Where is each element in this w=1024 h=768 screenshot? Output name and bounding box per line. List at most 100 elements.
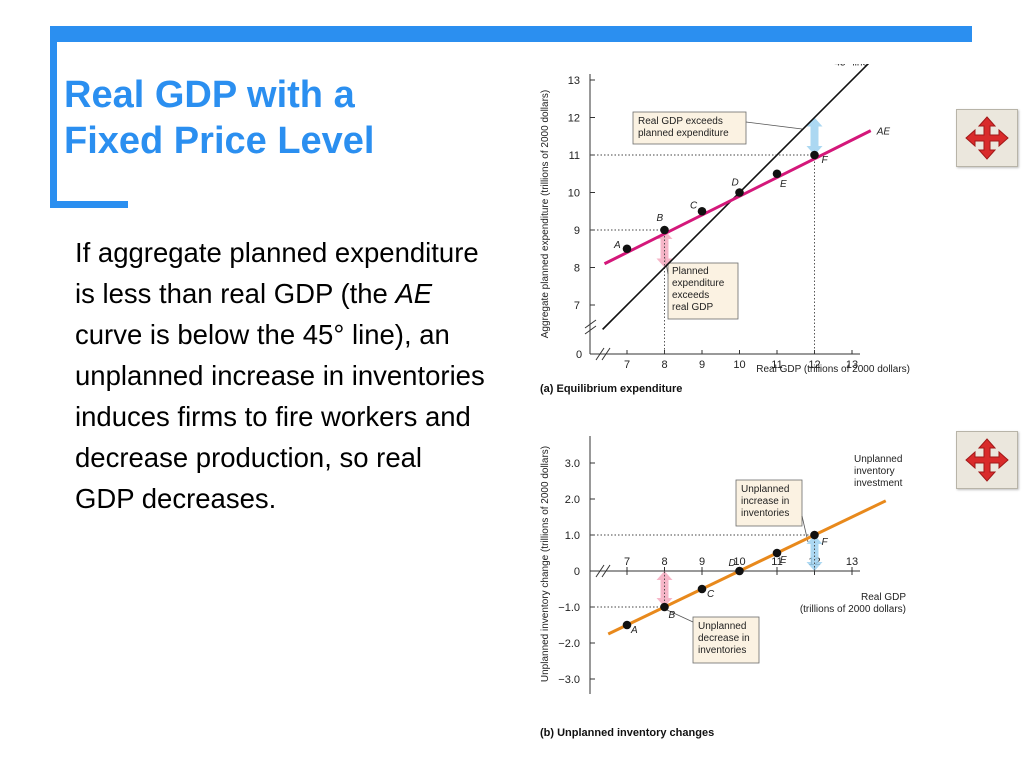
- chart-b-x-axis-break: [601, 564, 611, 578]
- chart-a-x-axis-break: [595, 347, 605, 361]
- chart-b-x-tick-label: 11: [771, 556, 782, 568]
- chart-a-x-tick-label: 9: [699, 359, 705, 371]
- slide-title-line-1: Real GDP with a: [64, 74, 355, 116]
- chart-b-x-axis-label: (trillions of 2000 dollars): [800, 604, 906, 615]
- chart-b-point-e: [772, 548, 782, 558]
- chart-a-x-tick-label: 7: [624, 359, 630, 371]
- chart-a-y-tick-label: 11: [569, 150, 580, 162]
- chart-a-45-degree-label: 45° line: [835, 64, 869, 69]
- chart-a-point-label: F: [822, 155, 829, 166]
- chart-b-note-bottom-text: decrease in: [698, 633, 750, 644]
- chart-a-point-label: A: [613, 240, 621, 251]
- chart-a-note-bottom-text: real GDP: [672, 302, 713, 313]
- chart-a-origin-label: 0: [576, 349, 582, 361]
- chart-a-gap-arrow-left: [656, 230, 673, 268]
- chart-a-y-axis-break: [584, 319, 597, 329]
- chart-b-note-bottom-leader: [666, 609, 694, 623]
- chart-a-ae-line: [603, 129, 872, 266]
- four-way-move-icon: [965, 116, 1009, 160]
- chart-a-y-axis-break: [584, 325, 597, 335]
- chart-b-y-tick-label: −2.0: [558, 638, 580, 650]
- chart-b-x-tick-label: 10: [733, 556, 745, 568]
- chart-a-caption: (a) Equilibrium expenditure: [540, 383, 682, 395]
- chart-b-point-b: [660, 602, 669, 612]
- chart-a-y-tick-label: 9: [574, 225, 580, 237]
- chart-b-point-d: [735, 566, 744, 576]
- chart-b-point-f: [810, 530, 819, 540]
- chart-b-y-tick-label: −3.0: [558, 674, 580, 686]
- chart-b-note-bottom-text: Unplanned: [698, 621, 746, 632]
- chart-a-note-top-box: [632, 111, 747, 145]
- chart-b-point-label: A: [630, 625, 638, 636]
- chart-a-point-b: [660, 225, 669, 235]
- chart-a-point-a: [622, 244, 632, 254]
- chart-a-note-bottom-text: expenditure: [672, 278, 725, 289]
- chart-b-note-bottom-box: [692, 616, 760, 664]
- chart-a-y-tick-label: 12: [568, 113, 580, 125]
- chart-b-x-tick-label: 13: [846, 556, 858, 568]
- chart-b-note-bottom-text: inventories: [698, 645, 746, 656]
- body-text-part-1: If aggregate planned expenditure is less…: [75, 237, 479, 309]
- chart-a-ae-label: AE: [876, 127, 891, 138]
- chart-b-note-top-text: increase in: [741, 496, 789, 507]
- chart-b-x-tick-label: 9: [699, 556, 705, 568]
- chart-b-x-tick-label: 8: [661, 556, 667, 568]
- chart-b-note-top-text: inventories: [741, 508, 789, 519]
- chart-b-point-label: C: [707, 589, 715, 600]
- chart-b-series-label: investment: [854, 478, 903, 489]
- chart-a-note-bottom-text: exceeds: [672, 290, 709, 301]
- slide-title-line-2: Fixed Price Level: [64, 120, 375, 162]
- chart-b-note-top-box: [735, 479, 803, 527]
- chart-a-gap-arrow-right: [806, 117, 823, 155]
- slide-body-text: If aggregate planned expenditure is less…: [75, 232, 485, 519]
- chart-a-point-label: E: [780, 179, 787, 190]
- chart-b-point-label: D: [729, 558, 736, 569]
- chart-b-inventory-line: [607, 499, 887, 636]
- chart-b-caption: (b) Unplanned inventory changes: [540, 727, 714, 739]
- chart-b-note-top-text: Unplanned: [741, 484, 789, 495]
- chart-a-point-d: [735, 188, 744, 197]
- chart-b-y-tick-label: 1.0: [565, 530, 580, 542]
- chart-a-note-top-text: Real GDP exceeds: [638, 116, 723, 127]
- body-text-part-2: curve is below the 45° line), an unplann…: [75, 319, 485, 514]
- chart-b-point-a: [622, 620, 632, 630]
- chart-a-y-tick-label: 7: [574, 300, 580, 312]
- chart-b-x-axis-break: [595, 564, 605, 578]
- chart-a-note-top-leader: [745, 121, 803, 130]
- chart-a-x-axis-label: Real GDP (trillions of 2000 dollars): [756, 364, 910, 375]
- body-text-italic-ae: AE: [395, 278, 433, 309]
- chart-a-point-label: D: [732, 178, 739, 189]
- chart-a-point-f: [810, 150, 819, 160]
- chart-a-point-label: C: [690, 200, 698, 211]
- chart-b-y-tick-label: 2.0: [565, 494, 580, 506]
- chart-a-x-tick-label: 8: [661, 359, 667, 371]
- move-button-bottom[interactable]: [956, 431, 1018, 489]
- chart-a-note-bottom-text: Planned: [672, 266, 709, 277]
- chart-b-point-c: [697, 584, 707, 594]
- chart-b-y-tick-label: −1.0: [558, 602, 580, 614]
- chart-a-y-tick-label: 13: [568, 75, 580, 87]
- chart-a-x-tick-label: 13: [846, 359, 858, 371]
- chart-a-point-label: B: [657, 213, 664, 224]
- chart-b-guide-b: [590, 571, 665, 608]
- slide-title: Real GDP with a Fixed Price Level: [64, 72, 464, 164]
- chart-b-point-label: E: [780, 555, 787, 566]
- chart-a-point-c: [697, 206, 707, 216]
- chart-a-y-tick-label: 8: [574, 263, 580, 275]
- top-accent-bar: [52, 26, 972, 42]
- chart-b-series-label: inventory: [854, 466, 895, 477]
- four-way-move-icon: [965, 438, 1009, 482]
- chart-b-point-label: F: [822, 537, 829, 548]
- chart-b-y-tick-label: 0: [574, 566, 580, 578]
- chart-b-series-label: Unplanned: [854, 454, 902, 465]
- title-underline-accent: [50, 201, 128, 208]
- chart-b-point-label: B: [669, 610, 676, 621]
- chart-b-x-axis-label: Real GDP: [861, 592, 906, 603]
- chart-a-x-tick-label: 11: [771, 359, 782, 371]
- move-button-top[interactable]: [956, 109, 1018, 167]
- chart-a-note-top-text: planned expenditure: [638, 128, 729, 139]
- chart-b-y-axis-label: Unplanned inventory change (trillions of…: [540, 446, 551, 682]
- left-accent-bar: [50, 26, 57, 206]
